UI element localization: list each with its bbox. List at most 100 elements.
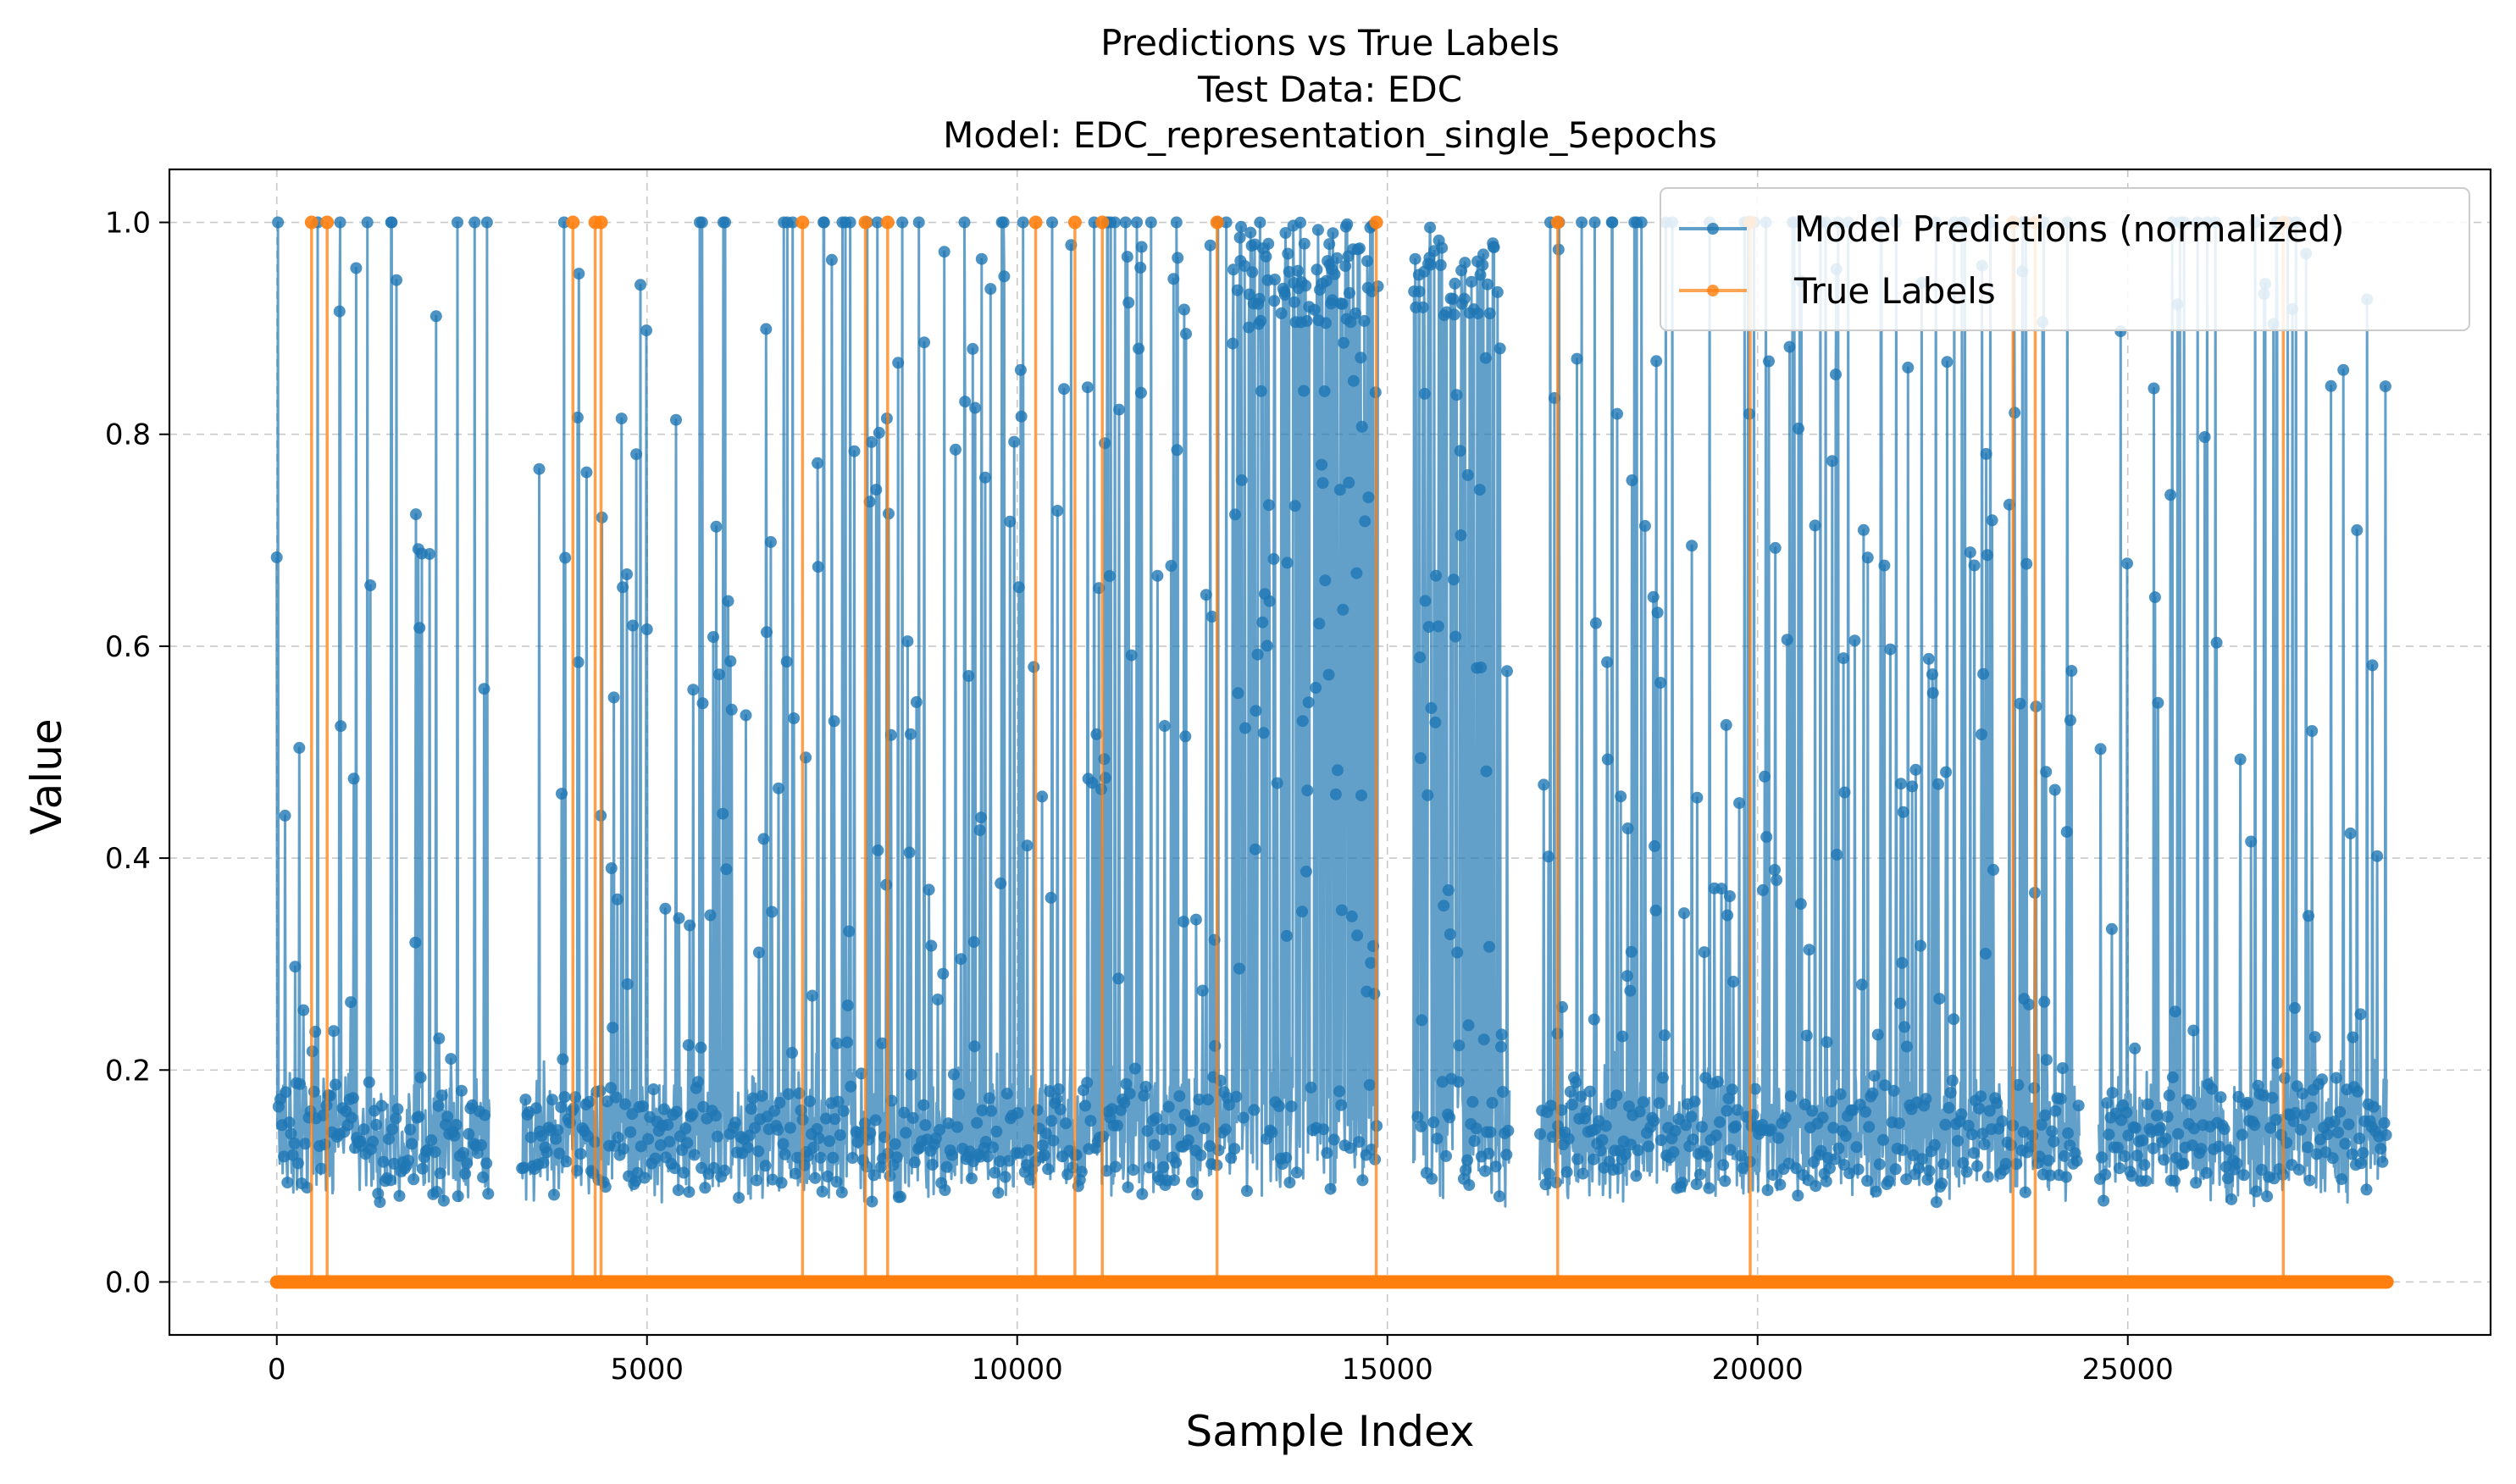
prediction-point bbox=[1281, 556, 1294, 569]
prediction-point bbox=[288, 1138, 301, 1149]
prediction-point bbox=[1319, 574, 1332, 587]
prediction-point bbox=[1323, 238, 1336, 251]
prediction-point bbox=[1599, 1120, 1612, 1132]
prediction-point bbox=[1246, 266, 1259, 279]
prediction-point bbox=[766, 905, 779, 918]
prediction-point bbox=[1466, 275, 1477, 288]
prediction-point bbox=[382, 1132, 395, 1145]
prediction-point bbox=[558, 1091, 571, 1104]
prediction-point bbox=[1036, 1139, 1049, 1152]
prediction-point bbox=[1138, 1089, 1150, 1102]
prediction-point bbox=[1468, 1135, 1481, 1147]
prediction-point bbox=[1310, 682, 1322, 694]
prediction-point bbox=[1458, 292, 1471, 305]
prediction-point bbox=[1723, 890, 1736, 902]
prediction-point bbox=[746, 1092, 759, 1105]
prediction-point bbox=[908, 1156, 921, 1169]
x-axis-label: Sample Index bbox=[1185, 1407, 1474, 1456]
prediction-point bbox=[1721, 909, 1734, 922]
prediction-point bbox=[917, 1099, 930, 1111]
prediction-point bbox=[1235, 220, 1247, 233]
prediction-point bbox=[867, 1169, 880, 1182]
prediction-point bbox=[615, 413, 628, 425]
prediction-point bbox=[1451, 946, 1464, 959]
prediction-point bbox=[1155, 1123, 1168, 1136]
prediction-point bbox=[829, 1113, 841, 1126]
prediction-point bbox=[1045, 1115, 1058, 1127]
prediction-point bbox=[1489, 1160, 1502, 1173]
prediction-point bbox=[2288, 1002, 2301, 1014]
prediction-point bbox=[704, 909, 717, 922]
prediction-point bbox=[2330, 1071, 2342, 1084]
prediction-point bbox=[791, 1151, 804, 1164]
prediction-point bbox=[1178, 916, 1190, 928]
prediction-point bbox=[901, 635, 914, 648]
prediction-point bbox=[1434, 259, 1447, 271]
prediction-point bbox=[1868, 1070, 1881, 1082]
prediction-point bbox=[1769, 541, 1782, 554]
prediction-point bbox=[1761, 1184, 1774, 1197]
prediction-point bbox=[1229, 508, 1241, 521]
prediction-point bbox=[1936, 1177, 1948, 1190]
prediction-point bbox=[1243, 288, 1255, 301]
prediction-point bbox=[1944, 1087, 1957, 1099]
prediction-point bbox=[1134, 386, 1147, 399]
prediction-point bbox=[364, 579, 377, 591]
prediction-point bbox=[1726, 1083, 1738, 1096]
prediction-point bbox=[919, 1119, 932, 1132]
prediction-point bbox=[1279, 227, 1292, 239]
prediction-point bbox=[1907, 1149, 1920, 1161]
prediction-point bbox=[2142, 1098, 2154, 1110]
prediction-point bbox=[1897, 806, 1909, 818]
true-label-positive-point bbox=[880, 215, 895, 230]
prediction-point bbox=[2111, 1141, 2124, 1154]
prediction-point bbox=[713, 668, 725, 681]
prediction-point bbox=[1968, 559, 1981, 572]
prediction-point bbox=[835, 1186, 848, 1199]
prediction-point bbox=[347, 772, 360, 785]
prediction-point bbox=[1429, 716, 1442, 728]
prediction-point bbox=[1148, 1138, 1161, 1151]
prediction-point bbox=[1638, 519, 1651, 532]
prediction-point bbox=[729, 1116, 741, 1129]
prediction-point bbox=[846, 1152, 859, 1164]
prediction-point bbox=[2337, 363, 2350, 376]
prediction-point bbox=[759, 1160, 772, 1172]
prediction-point bbox=[393, 1189, 406, 1202]
prediction-point bbox=[784, 1121, 796, 1134]
prediction-point bbox=[569, 1091, 582, 1104]
prediction-point bbox=[990, 1125, 1003, 1138]
prediction-point bbox=[559, 551, 572, 564]
prediction-point bbox=[385, 1174, 396, 1187]
prediction-point bbox=[555, 1101, 568, 1114]
prediction-point bbox=[2268, 1172, 2280, 1185]
prediction-point bbox=[425, 1134, 438, 1147]
prediction-point bbox=[2332, 1127, 2344, 1138]
prediction-point bbox=[1205, 611, 1218, 623]
prediction-point bbox=[1577, 1167, 1589, 1180]
prediction-point bbox=[1358, 314, 1371, 327]
prediction-point bbox=[350, 262, 363, 274]
prediction-point bbox=[1227, 337, 1239, 350]
prediction-point bbox=[1669, 1125, 1682, 1138]
true-label-positive-point bbox=[1067, 215, 1082, 230]
prediction-point bbox=[895, 1190, 906, 1203]
prediction-point bbox=[1482, 1147, 1495, 1160]
prediction-point bbox=[280, 1086, 292, 1099]
prediction-point bbox=[1308, 303, 1321, 316]
prediction-point bbox=[2020, 557, 2033, 570]
prediction-point bbox=[1442, 884, 1455, 896]
prediction-point bbox=[1829, 1153, 1842, 1166]
prediction-point bbox=[308, 1085, 320, 1098]
prediction-point bbox=[1363, 1078, 1376, 1091]
prediction-point bbox=[1268, 295, 1281, 307]
prediction-point bbox=[1122, 296, 1135, 309]
prediction-point bbox=[1834, 1088, 1847, 1100]
prediction-point bbox=[749, 1121, 761, 1134]
prediction-point bbox=[679, 1122, 692, 1135]
prediction-point bbox=[1653, 1097, 1665, 1110]
prediction-point bbox=[1870, 1185, 1882, 1198]
prediction-point bbox=[1324, 1182, 1337, 1195]
prediction-point bbox=[1298, 237, 1311, 250]
